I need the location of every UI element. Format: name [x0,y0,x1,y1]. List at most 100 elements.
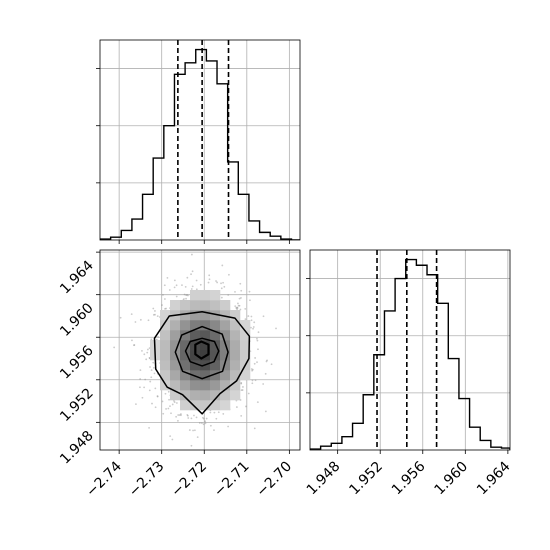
density-cell [230,310,241,321]
sample-point [270,363,273,366]
sample-point [171,438,174,441]
sample-point [264,372,267,375]
sample-point [171,403,174,406]
sample-point [165,307,167,310]
joint-x-tick-label: −2.70 [254,459,296,501]
sample-point [131,339,133,342]
sample-point [202,417,205,420]
density-cell [170,340,181,351]
sample-point [190,273,192,276]
sample-point [186,276,189,279]
joint-y-tick-label: 1.948 [57,428,97,468]
density-cell [230,330,241,341]
density-cell [200,300,211,311]
sample-point [251,368,254,371]
sample-point [275,327,277,330]
sample-point [251,369,253,372]
sample-point [221,264,224,267]
sample-point [175,295,178,298]
density-cell [170,360,181,371]
density-cell [210,330,221,341]
sample-point [193,429,196,432]
sample-point [133,344,135,347]
density-cell [190,360,201,371]
sample-point [266,359,268,362]
sample-point [145,358,148,361]
sample-point [177,452,179,454]
sample-point [242,386,244,388]
density-cell [160,310,171,321]
sample-point [265,360,268,363]
sample-point [252,327,254,330]
density-cell [230,320,241,331]
sample-point [215,280,217,282]
sample-point [169,435,172,438]
sample-point [215,417,218,420]
density-cell [180,300,191,311]
sample-point [201,422,203,425]
sample-point [141,396,144,399]
sample-point [257,348,259,351]
sample-point [147,319,150,322]
density-cell [220,400,231,411]
density-cell [190,400,201,411]
sample-point [195,288,198,291]
density-cell [170,370,181,381]
density-cell [210,390,221,401]
sample-point [220,287,223,290]
contour-inner [184,337,220,367]
sample-point [147,348,149,351]
sample-point [256,337,258,340]
density-cell [220,390,231,401]
sample-point [173,399,175,402]
density-cell [220,370,231,381]
sample-point [149,366,151,368]
density-cell [180,380,191,391]
sample-point [249,299,251,302]
density-cell [230,380,241,391]
density-cell [170,330,181,341]
sample-point [220,282,222,285]
density-cell [180,390,191,401]
density-cell [230,340,241,351]
density-cell [170,300,181,311]
sample-point [250,368,253,370]
sample-point [164,392,167,395]
sample-point [216,281,219,284]
sample-point [139,386,141,389]
sample-point [185,294,188,297]
joint-frame [99,249,301,451]
sample-point [202,423,205,426]
sample-point [251,382,254,385]
density-cell [190,310,201,321]
sample-point [153,366,155,369]
density-cell [200,290,211,301]
hist-param-1-frame [99,39,301,241]
sample-point [257,331,260,334]
sample-point [204,422,207,425]
sample-point [234,290,236,293]
sample-point [149,380,152,383]
sample-point [163,284,166,287]
density-cell [170,320,181,331]
sample-point [151,402,153,405]
sample-point [256,361,258,364]
density-cell [210,370,221,381]
sample-point [262,383,265,385]
sample-point [195,279,198,282]
sample-point [148,389,151,392]
sample-point [254,357,257,359]
sample-point [148,426,150,429]
sample-point [234,305,237,308]
density-cell [170,390,181,401]
density-cell [240,320,251,331]
sample-point [199,283,202,286]
density-cell [240,370,251,381]
density-cell [190,330,201,341]
sample-point [143,386,146,389]
sample-point [154,310,156,312]
density-cell [200,390,211,401]
sample-point [148,356,151,359]
density-cell [240,340,251,351]
sample-point [196,436,199,439]
